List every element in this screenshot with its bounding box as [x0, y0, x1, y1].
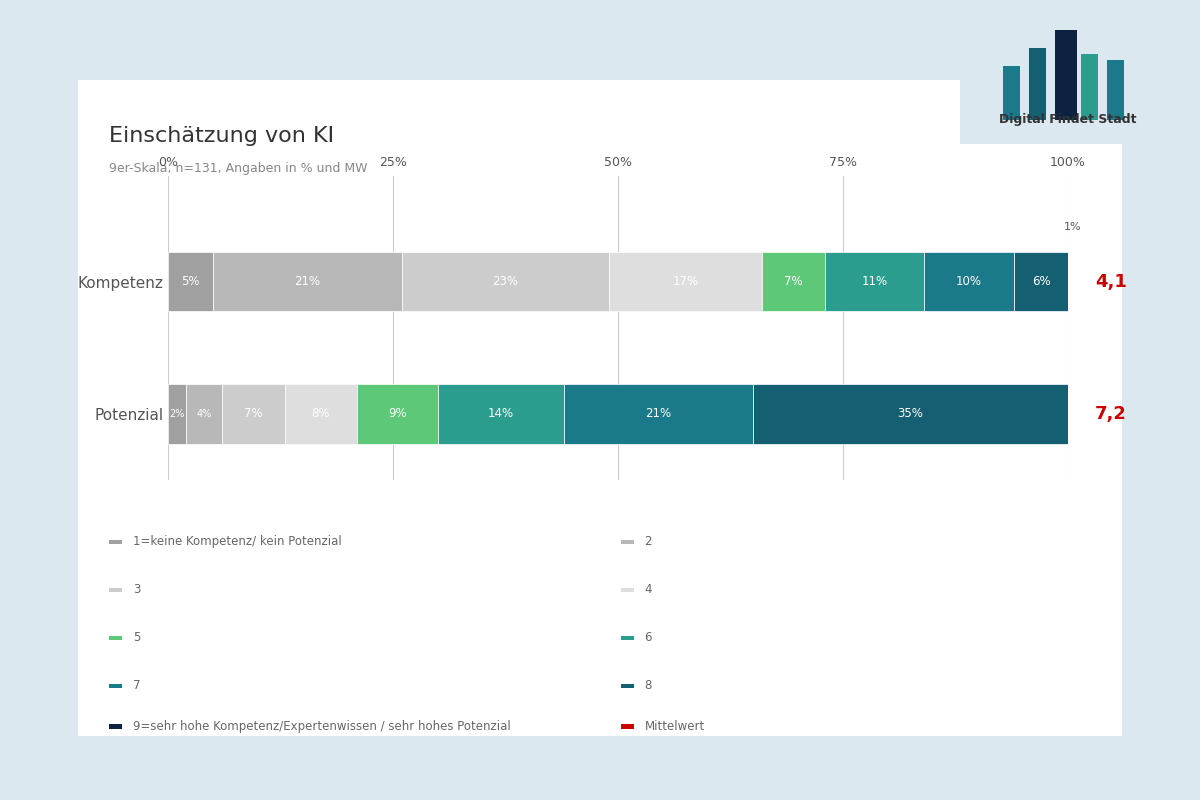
FancyBboxPatch shape	[109, 725, 122, 729]
Bar	[1055, 30, 1076, 120]
Text: Digital Findet Stadt: Digital Findet Stadt	[1000, 113, 1136, 126]
Text: 5%: 5%	[181, 275, 199, 288]
FancyBboxPatch shape	[620, 540, 634, 544]
Text: 2%: 2%	[169, 409, 185, 419]
Text: 4,1: 4,1	[1096, 273, 1127, 290]
Bar	[924, 252, 1014, 311]
FancyBboxPatch shape	[620, 636, 634, 640]
Bar	[214, 252, 402, 311]
Text: 9=sehr hohe Kompetenz/Expertenwissen / sehr hohes Potenzial: 9=sehr hohe Kompetenz/Expertenwissen / s…	[133, 720, 511, 733]
Text: 5: 5	[133, 631, 140, 644]
Text: 2: 2	[644, 535, 652, 548]
Bar	[564, 384, 754, 444]
Text: Mittelwert: Mittelwert	[644, 720, 704, 733]
FancyBboxPatch shape	[109, 684, 122, 688]
FancyBboxPatch shape	[109, 588, 122, 592]
Bar	[358, 384, 438, 444]
Bar	[186, 384, 222, 444]
Text: 3: 3	[133, 583, 140, 596]
Bar	[1068, 252, 1078, 311]
Text: 7: 7	[133, 679, 140, 692]
Text: 9%: 9%	[388, 407, 407, 421]
Bar	[402, 252, 610, 311]
Text: 8%: 8%	[312, 407, 330, 421]
Bar	[168, 384, 186, 444]
Text: 6: 6	[644, 631, 652, 644]
Text: 7,2: 7,2	[1096, 405, 1127, 423]
FancyBboxPatch shape	[109, 636, 122, 640]
Bar	[762, 252, 826, 311]
Text: 11%: 11%	[862, 275, 888, 288]
Bar	[1106, 60, 1124, 120]
Text: 4%: 4%	[197, 409, 211, 419]
FancyBboxPatch shape	[620, 684, 634, 688]
Bar	[1003, 66, 1020, 120]
Bar	[168, 252, 214, 311]
Text: Einschätzung von KI: Einschätzung von KI	[109, 126, 335, 146]
Text: 35%: 35%	[898, 407, 924, 421]
Text: 9er-Skala, n=131, Angaben in % und MW: 9er-Skala, n=131, Angaben in % und MW	[109, 162, 368, 175]
Text: 17%: 17%	[672, 275, 698, 288]
Text: 8: 8	[644, 679, 652, 692]
Bar	[754, 384, 1068, 444]
Text: 23%: 23%	[492, 275, 518, 288]
Bar	[1030, 48, 1046, 120]
Text: 10%: 10%	[956, 275, 982, 288]
Bar	[286, 384, 358, 444]
FancyBboxPatch shape	[109, 540, 122, 544]
Text: 1%: 1%	[1063, 222, 1081, 232]
Bar	[1081, 54, 1098, 120]
Text: 21%: 21%	[294, 275, 320, 288]
Bar	[1014, 252, 1068, 311]
Text: 4: 4	[644, 583, 652, 596]
Bar	[438, 384, 564, 444]
Text: 7%: 7%	[784, 275, 803, 288]
FancyBboxPatch shape	[620, 588, 634, 592]
Text: 7%: 7%	[244, 407, 263, 421]
FancyBboxPatch shape	[620, 725, 634, 729]
Text: 6%: 6%	[1032, 275, 1050, 288]
Bar	[222, 384, 286, 444]
Text: 1=keine Kompetenz/ kein Potenzial: 1=keine Kompetenz/ kein Potenzial	[133, 535, 342, 548]
Bar	[826, 252, 924, 311]
Text: 21%: 21%	[646, 407, 672, 421]
Bar	[610, 252, 762, 311]
Text: 14%: 14%	[488, 407, 514, 421]
